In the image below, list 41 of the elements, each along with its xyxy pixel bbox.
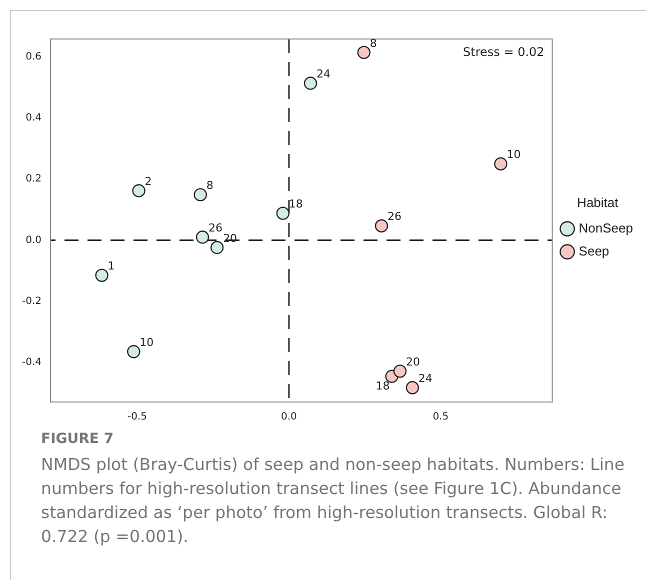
annotation: Stress = 0.02 (463, 45, 544, 60)
annotation: 10 (140, 336, 154, 349)
point (276, 206, 290, 220)
annotation: 2 (144, 175, 152, 188)
annotation: 8 (370, 36, 377, 50)
y-tick-label: 0.2 (26, 174, 42, 185)
x-tick-label: -0.5 (128, 412, 148, 423)
point (132, 184, 146, 198)
annotation: 18 (288, 198, 303, 211)
point (127, 345, 140, 358)
y-tick-label: 0.4 (26, 112, 42, 124)
y-tick-label: 0.0 (26, 234, 42, 246)
legend-label: NonSeep (578, 220, 634, 236)
annotation: 8 (206, 179, 214, 192)
annotation: 10 (506, 148, 521, 162)
point (210, 240, 224, 254)
annotation: 24 (316, 68, 331, 81)
annotation: 24 (418, 372, 432, 386)
annotation: 1 (108, 260, 115, 273)
text: FIGURE 7 (41, 431, 114, 447)
y-tick-label: -0.4 (22, 356, 42, 368)
annotation: 26 (387, 210, 402, 224)
y-tick-label: -0.2 (22, 296, 42, 307)
text: NMDS plot (Bray-Curtis) of seep and non-seep habitats. Numbers: Line numbers for high-resolution transect lines (see Figure 1C). Abundance standardized as ‘per photo’ from high-resolution transects. Global R: 0.722 (p =0.001). (41, 454, 626, 548)
point (194, 188, 207, 202)
x-tick-label: 0.0 (281, 412, 297, 423)
point (357, 46, 370, 60)
point (374, 219, 388, 232)
x-tick-label: 0.5 (432, 412, 449, 423)
point (406, 381, 420, 394)
annotation: 20 (406, 356, 420, 369)
legend-title: Habitat (577, 194, 619, 210)
legend-label: Seep (578, 243, 610, 258)
annotation: 26 (208, 222, 222, 234)
point (196, 230, 210, 244)
point (494, 157, 508, 170)
point (304, 76, 318, 90)
y-tick-label: 0.6 (26, 52, 42, 63)
annotation: 18 (376, 380, 390, 393)
point (393, 364, 407, 378)
point (95, 268, 108, 282)
